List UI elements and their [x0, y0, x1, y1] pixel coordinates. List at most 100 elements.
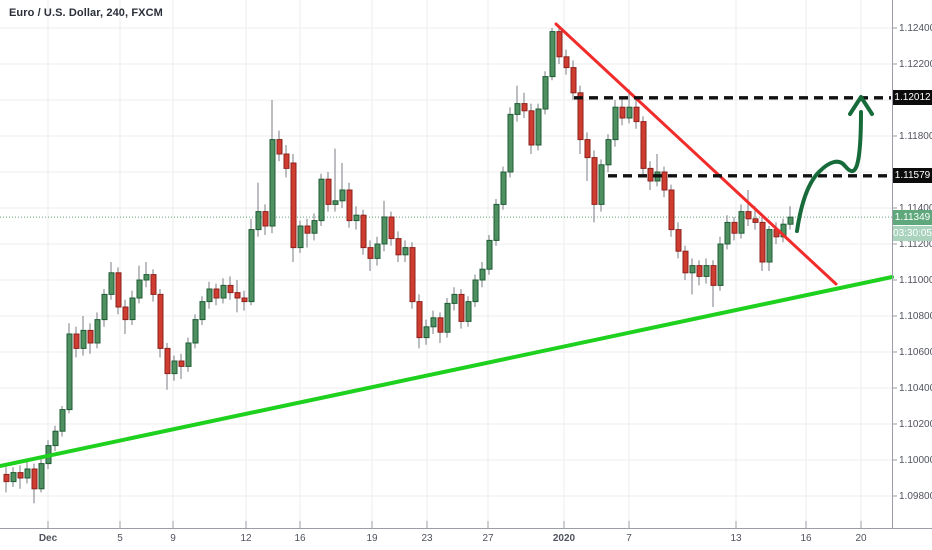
price-axis-label: 1.12400 [899, 23, 932, 34]
candle-body-down [213, 288, 220, 299]
candle-body-up [472, 279, 479, 303]
candle-body-down [556, 31, 563, 58]
bar-close-countdown-tag: 03:30:05 [893, 226, 932, 242]
candle-body-down [325, 178, 332, 205]
price-axis-label: 1.09800 [899, 491, 932, 502]
candle-body-up [185, 342, 192, 367]
candle-body-down [234, 292, 241, 299]
price-axis-label: 1.10800 [899, 311, 932, 322]
time-axis-label: 20 [855, 533, 867, 544]
time-axis[interactable] [0, 529, 932, 550]
time-axis-label: Dec [38, 533, 58, 544]
time-axis-label: 9 [170, 533, 176, 544]
candle-body-down [752, 218, 759, 223]
price-axis-label: 1.10400 [899, 383, 932, 394]
candle-body-down [178, 360, 185, 367]
candle-body-up [787, 216, 794, 225]
candle-body-up [374, 243, 381, 259]
projection-arrow-curve[interactable] [795, 110, 863, 233]
candle-body-up [192, 319, 199, 344]
candle-body-down [675, 229, 682, 252]
trendline-ascending-support[interactable] [0, 275, 894, 468]
candle-body-up [248, 229, 255, 303]
candle-body-down [633, 106, 640, 123]
candle-body-up [199, 301, 206, 321]
time-axis-label: 5 [117, 533, 123, 544]
projection-arrow-head-icon[interactable] [848, 95, 874, 116]
candle-body-down [262, 211, 269, 227]
candle-body-up [444, 302, 451, 333]
candle-body-down [150, 274, 157, 295]
candle-body-up [318, 178, 325, 222]
candle-body-down [640, 121, 647, 169]
candle-body-up [605, 139, 612, 166]
price-axis-label: 1.10200 [899, 419, 932, 430]
candle-body-down [241, 297, 248, 303]
candle-body-up [220, 284, 227, 299]
candle-body-down [710, 265, 717, 286]
candle-body-down [276, 139, 283, 155]
candle-body-down [360, 214, 367, 249]
candle-body-down [458, 293, 465, 322]
candle-body-up [612, 106, 619, 141]
candle-body-up [381, 216, 388, 245]
candle-body-down [73, 333, 80, 349]
candle-body-down [416, 301, 423, 339]
candle-body-up [549, 31, 556, 78]
candle-body-down [346, 189, 353, 222]
candle-body-up [738, 211, 745, 234]
candle-body-up [339, 189, 346, 202]
candle-body-up [479, 268, 486, 281]
candle-body-up [542, 76, 549, 110]
trendline-descending-resistance[interactable] [554, 22, 838, 286]
candle-body-up [80, 329, 87, 349]
price-axis-label: 1.11200 [899, 239, 932, 250]
candle-body-up [724, 221, 731, 245]
time-axis-label: 16 [800, 533, 812, 544]
candle-body-up [514, 103, 521, 115]
candle-body-up [430, 317, 437, 328]
candle-body-up [353, 214, 360, 222]
candle-body-up [689, 265, 696, 274]
price-axis[interactable] [893, 0, 932, 528]
candle-body-up [486, 239, 493, 270]
price-axis-label: 1.11400 [899, 203, 932, 214]
candle-body-down [577, 92, 584, 141]
candle-body-down [227, 284, 234, 294]
resistance-level-price-tag-upper: 1.12012 [893, 89, 932, 105]
candle-body-down [164, 347, 171, 375]
candle-body-down [87, 329, 94, 344]
candle-body-down [31, 468, 38, 490]
candle-body-down [3, 473, 10, 483]
candle-body-up [465, 301, 472, 322]
symbol-title[interactable]: Euro / U.S. Dollar, 240, FXCM [9, 7, 163, 19]
candle-body-up [52, 430, 59, 447]
candle-body-down [157, 293, 164, 349]
current-price-tag: 1.11349 [893, 210, 932, 226]
candle-body-down [395, 238, 402, 256]
candle-body-down [122, 306, 129, 321]
candle-body-up [136, 279, 143, 299]
time-axis-label: 13 [730, 533, 742, 544]
candle-body-down [584, 139, 591, 159]
time-axis-label: 19 [366, 533, 378, 544]
candle-body-up [507, 113, 514, 173]
candle-body-down [290, 162, 297, 249]
candle-body-up [129, 297, 136, 321]
candle-body-down [409, 247, 416, 303]
candle-body-down [570, 67, 577, 94]
candle-body-down [745, 211, 752, 220]
candle-body-up [493, 203, 500, 241]
candle-body-down [682, 250, 689, 274]
candle-body-up [535, 108, 542, 146]
candle-body-down [521, 103, 528, 112]
candle-body-up [38, 463, 45, 490]
candle-body-up [717, 243, 724, 286]
candle-body-up [402, 247, 409, 256]
candle-body-down [528, 110, 535, 146]
price-axis-label: 1.10600 [899, 347, 932, 358]
candle-body-up [255, 211, 262, 231]
candle-body-up [500, 171, 507, 205]
